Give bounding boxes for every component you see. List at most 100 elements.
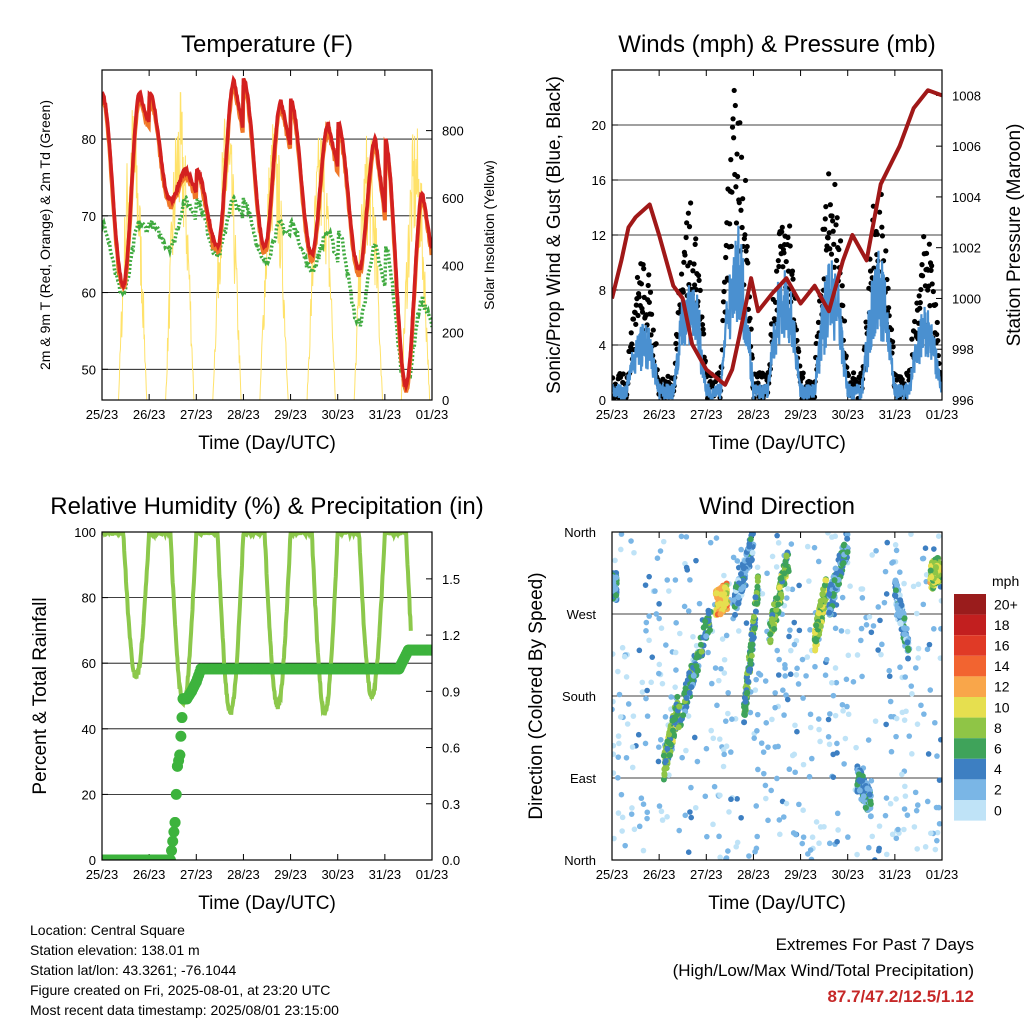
y-tick-label: 50: [82, 362, 96, 377]
direction-point: [834, 740, 840, 747]
gust-point: [720, 317, 726, 324]
y-tick-label: 80: [82, 591, 96, 606]
direction-point: [935, 533, 942, 539]
direction-point: [921, 711, 927, 717]
direction-point: [834, 838, 840, 845]
gust-point: [883, 248, 889, 254]
direction-point: [750, 613, 757, 620]
direction-point: [624, 721, 631, 727]
direction-point: [649, 654, 656, 660]
direction-point: [646, 613, 653, 619]
direction-point: [830, 692, 837, 699]
direction-point: [716, 736, 723, 742]
direction-point: [892, 578, 899, 585]
direction-point: [817, 623, 824, 630]
direction-point: [870, 623, 877, 629]
direction-point: [787, 671, 794, 678]
direction-point: [894, 605, 901, 612]
gust-point: [916, 293, 922, 299]
gust-point: [832, 181, 838, 188]
direction-point: [875, 604, 882, 610]
direction-point: [775, 601, 782, 608]
x-tick-label: 29/23: [784, 407, 817, 422]
y-tick-label-right: 1006: [952, 139, 981, 154]
gust-point: [695, 272, 702, 279]
direction-point: [783, 553, 790, 560]
direction-point: [840, 560, 847, 567]
direction-point: [747, 709, 754, 716]
y-tick-label: 70: [82, 209, 96, 224]
direction-point: [755, 766, 761, 773]
y-tick-label-right: 1002: [952, 241, 981, 256]
legend-swatch: [954, 779, 986, 800]
gust-point: [781, 250, 787, 256]
direction-point: [763, 795, 769, 802]
wind-series: [612, 225, 942, 400]
precip-point: [170, 788, 182, 800]
gust-point: [686, 224, 693, 230]
direction-point: [934, 753, 940, 759]
x-axis-label: Time (Day/UTC): [708, 893, 846, 914]
direction-point: [623, 674, 630, 680]
y-tick-label: 60: [82, 656, 96, 671]
gust-point: [733, 184, 739, 190]
direction-point: [809, 834, 816, 841]
direction-point: [678, 533, 685, 540]
direction-point: [887, 698, 894, 705]
direction-point: [866, 844, 872, 851]
direction-point: [892, 542, 899, 548]
direction-point: [618, 532, 625, 537]
direction-point: [791, 751, 798, 758]
direction-point: [612, 651, 616, 657]
direction-point: [663, 642, 669, 648]
direction-point: [612, 557, 618, 564]
direction-point: [683, 564, 690, 571]
precip-point: [174, 749, 186, 761]
direction-point: [840, 708, 846, 714]
direction-point: [644, 809, 651, 816]
direction-point: [883, 851, 890, 858]
direction-point: [670, 727, 677, 734]
gust-point: [863, 319, 869, 325]
gust-point: [932, 301, 939, 308]
direction-point: [926, 641, 933, 648]
gust-point: [826, 171, 832, 177]
legend-swatch: [954, 614, 986, 636]
direction-point: [872, 857, 878, 860]
direction-point: [662, 758, 669, 765]
gust-point: [685, 210, 691, 216]
gust-point: [742, 177, 749, 184]
direction-point: [721, 584, 728, 591]
gust-point: [680, 289, 686, 295]
gust-point: [731, 135, 737, 141]
direction-point: [749, 532, 756, 537]
direction-point: [676, 703, 683, 710]
direction-point: [747, 660, 754, 667]
direction-point: [753, 676, 759, 683]
direction-point: [909, 691, 915, 697]
direction-point: [889, 831, 896, 838]
panel-title: Relative Humidity (%) & Precipitation (i…: [50, 493, 483, 520]
direction-point: [776, 584, 783, 591]
gust-point: [774, 268, 780, 274]
direction-point: [752, 594, 759, 601]
gust-point: [843, 353, 849, 359]
direction-point: [669, 717, 676, 724]
gust-point: [813, 340, 819, 347]
gust-point: [800, 370, 806, 376]
direction-point: [777, 575, 784, 582]
direction-point: [805, 851, 811, 857]
direction-point: [892, 587, 899, 594]
gust-point: [736, 200, 742, 206]
plot-area: [612, 87, 942, 400]
direction-point: [829, 534, 835, 540]
direction-point: [817, 602, 824, 609]
direction-point: [773, 564, 780, 570]
direction-point: [835, 581, 842, 588]
direction-point: [769, 553, 776, 560]
gust-point: [886, 305, 892, 311]
gust-point: [729, 124, 736, 130]
direction-point: [735, 600, 742, 607]
gust-point: [734, 173, 741, 180]
direction-point: [922, 844, 929, 850]
